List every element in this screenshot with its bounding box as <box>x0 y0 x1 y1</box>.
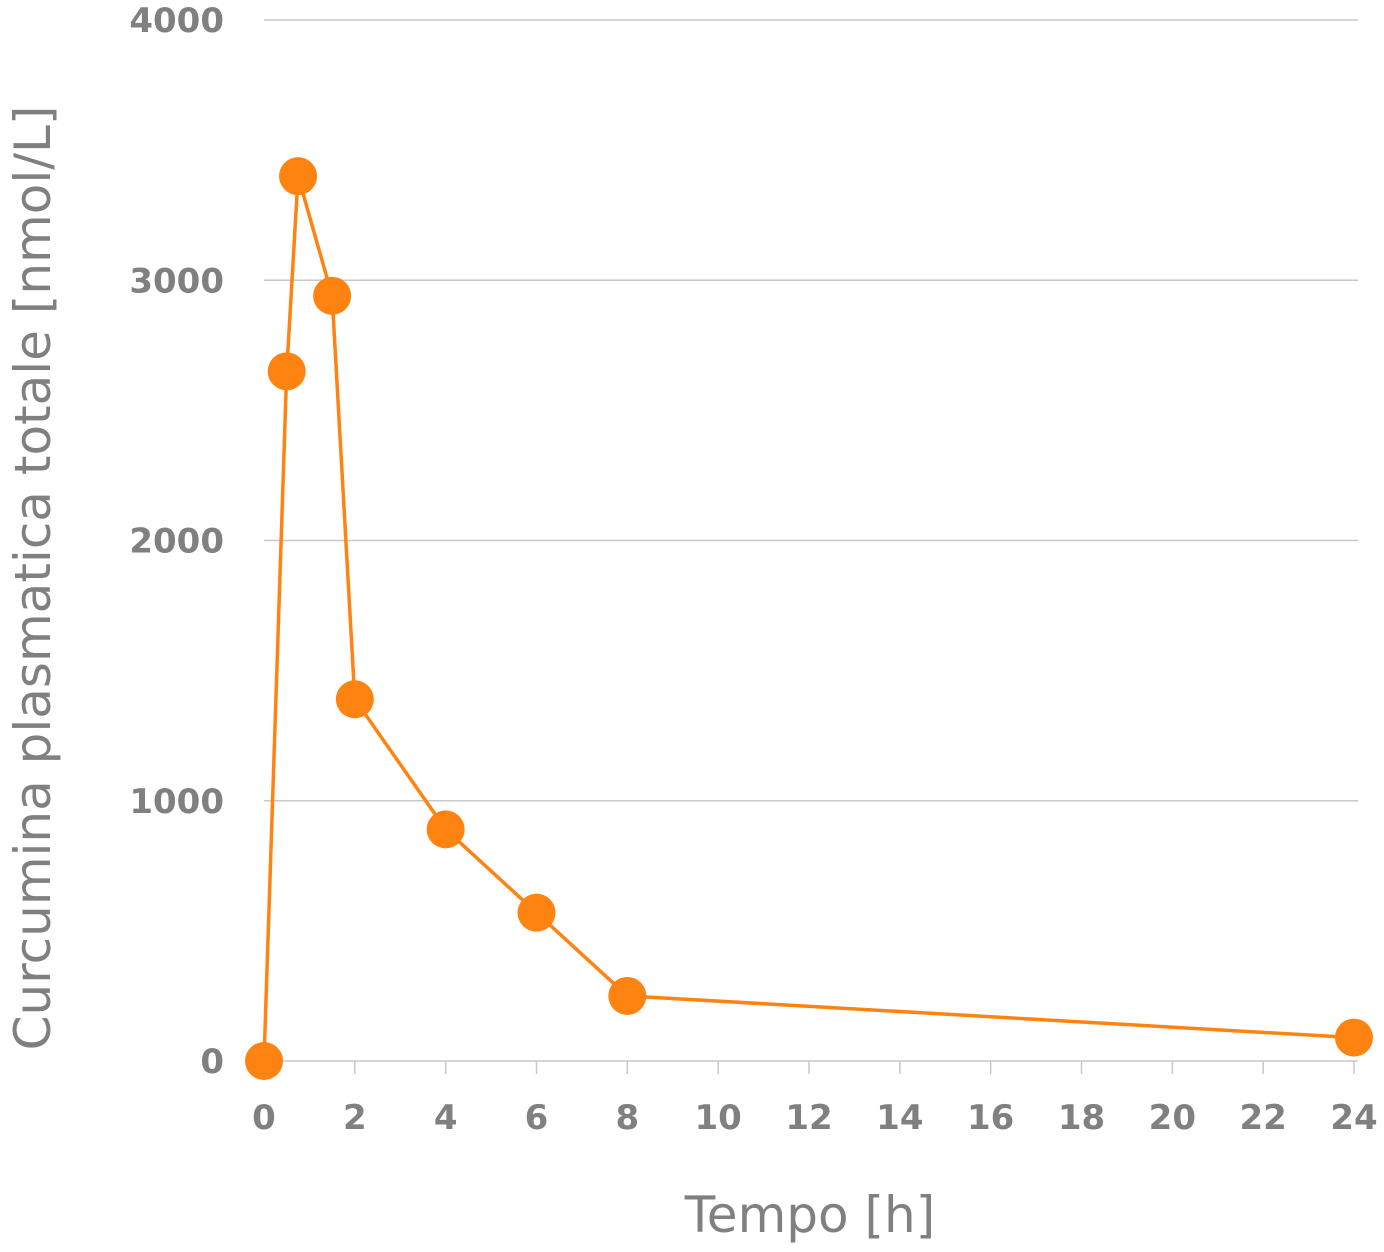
data-point <box>608 976 647 1015</box>
series-line <box>262 174 1355 1062</box>
series-layer <box>245 157 1373 1080</box>
data-point <box>279 157 318 196</box>
x-tick-label: 2 <box>343 1098 367 1138</box>
y-tick-label: 0 <box>200 1042 224 1082</box>
x-axis-tick-labels: 0 2 4 6 8 10 12 14 16 18 20 22 24 <box>252 1098 1378 1138</box>
x-tick-label: 14 <box>876 1098 923 1138</box>
x-tick-label: 12 <box>785 1098 832 1138</box>
x-tick-label: 16 <box>967 1098 1014 1138</box>
x-tick-label: 4 <box>434 1098 458 1138</box>
gridlines <box>264 19 1358 1062</box>
x-tick-label: 0 <box>252 1098 276 1138</box>
y-tick-label: 3000 <box>129 261 224 301</box>
x-axis-title: Tempo [h] <box>684 1186 935 1244</box>
y-axis-tick-labels: 0 1000 2000 3000 4000 <box>129 1 224 1082</box>
y-tick-label: 2000 <box>129 522 224 562</box>
data-point <box>335 680 374 719</box>
y-axis-title: Curcumina plasmatica totale [nmol/L] <box>4 106 62 1051</box>
y-tick-label: 1000 <box>129 782 224 822</box>
data-point <box>245 1042 283 1080</box>
x-tick-label: 8 <box>615 1098 639 1138</box>
x-axis <box>263 1061 1355 1074</box>
data-point <box>313 276 352 315</box>
y-tick-label: 4000 <box>129 1 224 41</box>
x-tick-label: 24 <box>1330 1098 1377 1138</box>
data-point <box>517 893 556 932</box>
data-point <box>1335 1018 1373 1057</box>
x-tick-label: 22 <box>1240 1098 1287 1138</box>
x-tick-label: 20 <box>1149 1098 1196 1138</box>
x-tick-label: 10 <box>695 1098 742 1138</box>
x-tick-label: 6 <box>525 1098 549 1138</box>
x-tick-label: 18 <box>1058 1098 1105 1138</box>
data-point <box>267 352 306 391</box>
data-point <box>426 810 465 849</box>
